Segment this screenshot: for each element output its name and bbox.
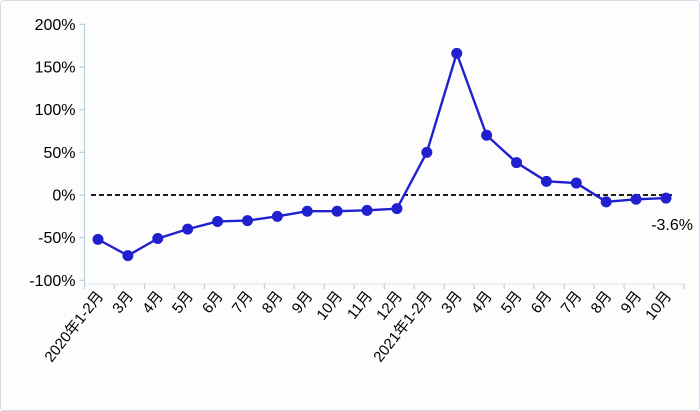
x-axis-tick-label: 2020年1-2月 — [41, 288, 107, 365]
y-axis-tick-label: -50% — [38, 230, 75, 247]
x-axis-tick-label: 3月 — [109, 288, 137, 317]
data-point — [660, 192, 672, 204]
data-point — [540, 175, 552, 187]
x-axis-tick-label: 8月 — [259, 288, 287, 317]
data-point — [451, 47, 463, 59]
x-axis-tick-label: 10月 — [313, 288, 346, 323]
x-axis-tick-label: 6月 — [528, 288, 556, 317]
data-point — [421, 146, 433, 158]
y-axis-tick-label: 200% — [35, 17, 76, 34]
x-axis-tick-label: 8月 — [588, 288, 616, 317]
data-point — [92, 233, 104, 245]
x-axis-labels: 2020年1-2月 3月 4月 5月 6月 7月 8月 9月10月11月12月2021年1-2… — [41, 288, 675, 365]
x-axis-tick-label: 9月 — [617, 288, 645, 317]
x-axis-tick-label: 5月 — [169, 288, 197, 317]
data-line — [96, 52, 668, 257]
y-axis-tick-label: 50% — [43, 145, 75, 162]
data-point — [630, 193, 642, 205]
data-point — [331, 205, 343, 217]
x-axis-tick-label: 5月 — [498, 288, 526, 317]
x-axis-tick-label: 6月 — [199, 288, 227, 317]
x-axis-tick-label: 3月 — [438, 288, 466, 317]
data-point — [361, 204, 373, 216]
data-point — [511, 157, 523, 169]
data-point — [481, 129, 493, 141]
last-point-value-label: -3.6% — [651, 217, 693, 234]
x-axis-tick-label: 11月 — [344, 288, 376, 323]
data-point — [152, 233, 164, 245]
data-point — [122, 250, 134, 262]
y-axis-labels: 200% 150% 100% 50% 0% -50% -100% — [29, 17, 85, 290]
data-point — [600, 196, 612, 208]
data-point — [182, 223, 194, 235]
data-point — [241, 215, 253, 227]
x-axis-tick-label: 9月 — [289, 288, 317, 317]
data-point — [271, 210, 283, 222]
y-axis-tick-label: -100% — [29, 273, 75, 290]
x-axis-tick-label: 10月 — [642, 288, 675, 323]
data-point — [212, 215, 224, 227]
x-axis-tick-label: 4月 — [468, 288, 496, 317]
data-point — [391, 203, 403, 215]
y-axis-tick-label: 150% — [35, 60, 76, 77]
y-axis-tick-label: 100% — [35, 102, 76, 119]
x-axis-ticks — [83, 284, 685, 289]
x-axis-tick-label: 7月 — [229, 288, 257, 317]
x-axis-tick-label: 7月 — [558, 288, 586, 317]
data-points — [92, 47, 672, 262]
data-point — [570, 177, 582, 189]
data-point — [301, 205, 313, 217]
y-axis-tick-label: 0% — [52, 188, 75, 205]
x-axis-tick-label: 4月 — [139, 288, 167, 317]
